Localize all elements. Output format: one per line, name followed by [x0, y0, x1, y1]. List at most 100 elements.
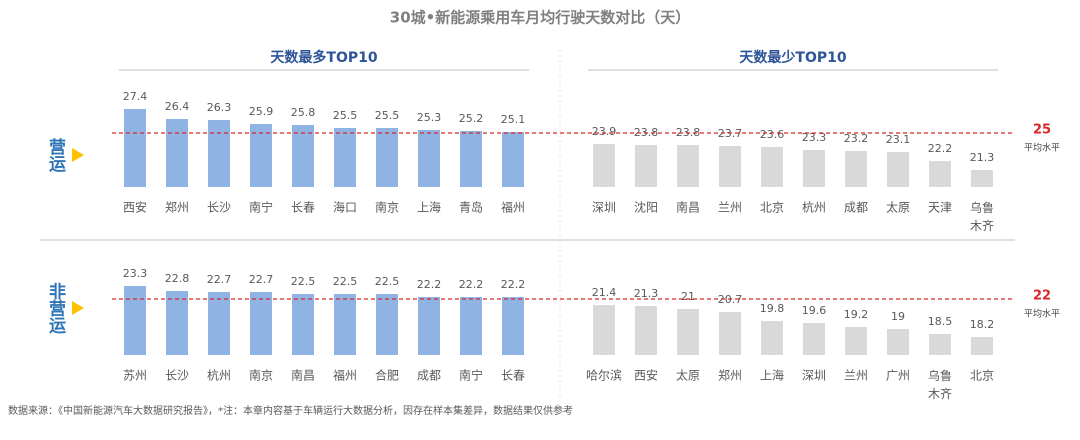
- bar: [803, 150, 825, 187]
- x-tick-label: 福州: [333, 368, 357, 383]
- bar: [677, 309, 699, 355]
- x-tick-label: 太原: [676, 368, 700, 383]
- bar: [677, 145, 699, 187]
- x-tick-label: 上海: [760, 368, 784, 383]
- x-tick-label: 南昌: [676, 200, 700, 215]
- row-label: 营运: [45, 137, 66, 173]
- value-label: 22.5: [375, 275, 400, 288]
- x-tick-label: 南宁: [249, 200, 273, 215]
- value-label: 25.9: [249, 105, 274, 118]
- x-tick-label: 南昌: [291, 368, 315, 383]
- value-label: 19: [891, 310, 905, 323]
- x-tick-label: 海口: [333, 200, 357, 215]
- reference-label: 平均水平: [1024, 308, 1060, 320]
- x-tick-label: 兰州: [718, 201, 742, 215]
- bar: [124, 109, 146, 187]
- value-label: 25.5: [375, 109, 400, 122]
- value-label: 18.2: [970, 318, 995, 331]
- x-tick-label: 太原: [886, 200, 910, 215]
- bar: [418, 297, 440, 355]
- bar: [635, 145, 657, 187]
- x-tick-label: 乌鲁木齐: [928, 368, 952, 401]
- x-tick-label: 成都: [844, 201, 868, 215]
- bar: [502, 297, 524, 355]
- row-marker: [72, 301, 84, 315]
- x-tick-label: 上海: [417, 200, 441, 215]
- value-label: 23.3: [123, 267, 148, 280]
- value-label: 22.2: [459, 278, 484, 291]
- row-marker: [72, 148, 84, 162]
- reference-value: 25: [1033, 123, 1051, 138]
- bar: [761, 147, 783, 187]
- bar: [971, 170, 993, 187]
- x-tick-label: 长春: [291, 201, 315, 215]
- bar: [208, 120, 230, 187]
- bar: [887, 152, 909, 187]
- value-label: 19.2: [844, 308, 869, 321]
- x-tick-label: 青岛: [459, 200, 483, 215]
- bar: [292, 125, 314, 187]
- reference-value: 22: [1033, 289, 1051, 304]
- value-label: 21.3: [634, 287, 659, 300]
- panel-title: 天数最多TOP10: [270, 49, 377, 66]
- value-label: 21: [681, 290, 695, 303]
- bar: [593, 144, 615, 187]
- value-label: 22.2: [928, 142, 953, 155]
- bar: [719, 146, 741, 187]
- value-label: 25.5: [333, 109, 358, 122]
- value-label: 22.8: [165, 272, 190, 285]
- x-tick-label: 合肥: [375, 368, 399, 383]
- bar: [929, 161, 951, 187]
- value-label: 22.2: [417, 278, 442, 291]
- bar: [460, 131, 482, 187]
- value-label: 23.2: [844, 132, 869, 145]
- x-tick-label: 杭州: [207, 368, 231, 383]
- x-tick-label: 杭州: [802, 200, 826, 215]
- x-tick-label: 广州: [886, 369, 910, 383]
- value-label: 21.4: [592, 286, 617, 299]
- x-tick-label: 沈阳: [634, 200, 658, 215]
- value-label: 26.4: [165, 100, 190, 113]
- bar: [593, 305, 615, 355]
- value-label: 22.7: [249, 273, 274, 286]
- bar: [929, 334, 951, 355]
- bar: [887, 329, 909, 355]
- bar: [208, 292, 230, 355]
- chart-title: 30城•新能源乘用车月均行驶天数对比（天）: [390, 9, 690, 27]
- bar: [250, 124, 272, 187]
- source-note: 数据来源：《中国新能源汽车大数据研究报告》，*注：本章内容基于车辆运行大数据分析…: [8, 404, 573, 417]
- value-label: 19.8: [760, 302, 785, 315]
- x-tick-label: 福州: [501, 200, 525, 215]
- bar: [845, 327, 867, 355]
- panel-title: 天数最少TOP10: [739, 49, 846, 66]
- bar: [719, 312, 741, 355]
- x-tick-label: 深圳: [802, 369, 826, 383]
- x-tick-label: 长春: [501, 369, 525, 383]
- x-tick-label: 南京: [249, 368, 273, 383]
- x-tick-label: 南宁: [459, 368, 483, 383]
- x-tick-label: 长沙: [207, 201, 231, 215]
- row-label: 非营运: [45, 281, 66, 334]
- value-label: 26.3: [207, 101, 232, 114]
- value-label: 23.3: [802, 131, 827, 144]
- x-tick-label: 西安: [634, 368, 658, 383]
- value-label: 18.5: [928, 315, 953, 328]
- reference-label: 平均水平: [1024, 142, 1060, 154]
- bar: [460, 297, 482, 355]
- bar: [166, 291, 188, 355]
- x-tick-label: 郑州: [165, 200, 189, 215]
- x-tick-label: 郑州: [718, 368, 742, 383]
- bar: [803, 323, 825, 355]
- bar: [418, 130, 440, 187]
- x-tick-label: 哈尔滨: [586, 368, 622, 383]
- bar: [292, 294, 314, 355]
- bar: [334, 294, 356, 355]
- x-tick-label: 兰州: [844, 369, 868, 383]
- value-label: 19.6: [802, 304, 827, 317]
- x-tick-label: 长沙: [165, 369, 189, 383]
- value-label: 25.1: [501, 113, 526, 126]
- value-label: 27.4: [123, 90, 148, 103]
- x-tick-label: 西安: [123, 200, 147, 215]
